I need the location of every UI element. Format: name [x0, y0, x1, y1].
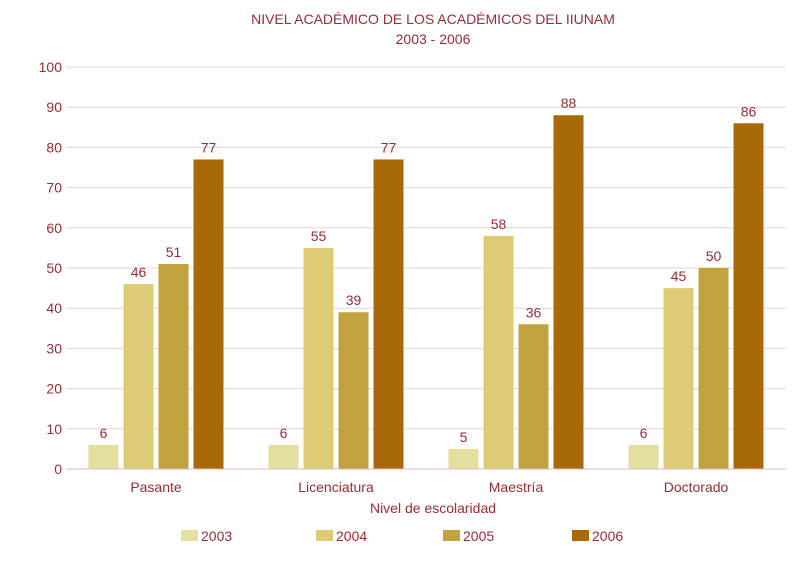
data-label: 77 [201, 139, 217, 155]
data-label: 77 [381, 139, 397, 155]
bar-doctorado-2003 [628, 444, 659, 469]
bar-licenciatura-2003 [268, 444, 299, 469]
x-category-label: Licenciatura [298, 479, 374, 495]
legend-label-2006: 2006 [592, 528, 623, 544]
y-tick-label: 0 [54, 461, 62, 477]
bar-licenciatura-2004 [303, 247, 334, 469]
y-tick-label: 60 [46, 220, 62, 236]
y-tick-label: 40 [46, 300, 62, 316]
bar-maestría-2003 [448, 448, 479, 469]
bar-doctorado-2005 [698, 268, 729, 469]
x-category-label: Maestría [489, 479, 544, 495]
bar-pasante-2003 [88, 444, 119, 469]
legend-swatch-2004 [316, 530, 333, 541]
y-tick-label: 90 [46, 99, 62, 115]
data-label: 58 [491, 216, 507, 232]
data-label: 46 [131, 264, 147, 280]
bar-licenciatura-2005 [338, 312, 369, 469]
data-label: 6 [280, 425, 288, 441]
data-labels: 6 46 51 77 6 55 39 77 5 58 36 88 6 45 50 86 [100, 95, 757, 445]
y-tick-label: 70 [46, 180, 62, 196]
bar-licenciatura-2006 [373, 159, 404, 469]
data-label: 6 [100, 425, 108, 441]
y-tick-label: 100 [39, 59, 63, 75]
legend-label-2003: 2003 [201, 528, 232, 544]
x-axis-label: Nivel de escolaridad [370, 500, 496, 516]
legend-swatch-2006 [572, 530, 589, 541]
bar-pasante-2006 [193, 159, 224, 469]
x-category-label: Pasante [130, 479, 182, 495]
y-tick-label: 20 [46, 381, 62, 397]
bar-maestría-2005 [518, 324, 549, 469]
data-label: 88 [561, 95, 577, 111]
bar-doctorado-2006 [733, 123, 764, 469]
data-label: 5 [460, 429, 468, 445]
y-tick-label: 10 [46, 421, 62, 437]
y-axis-ticks: 0 10 20 30 40 50 60 70 80 90 100 [39, 59, 63, 477]
y-tick-label: 50 [46, 260, 62, 276]
legend: 2003 2004 2005 2006 [181, 528, 623, 544]
legend-label-2005: 2005 [463, 528, 494, 544]
bar-pasante-2005 [158, 263, 189, 469]
bar-pasante-2004 [123, 284, 154, 469]
data-label: 55 [311, 228, 327, 244]
x-axis-categories: Pasante Licenciatura Maestría Doctorado [130, 479, 728, 495]
data-label: 51 [166, 244, 182, 260]
data-label: 45 [671, 268, 687, 284]
data-label: 39 [346, 292, 362, 308]
bars [88, 115, 764, 470]
legend-label-2004: 2004 [336, 528, 367, 544]
legend-swatch-2005 [443, 530, 460, 541]
bar-doctorado-2004 [663, 288, 694, 469]
bar-maestría-2004 [483, 235, 514, 469]
data-label: 36 [526, 304, 542, 320]
data-label: 6 [640, 425, 648, 441]
chart-title: NIVEL ACADÉMICO DE LOS ACADÉMICOS DEL II… [251, 11, 615, 27]
legend-swatch-2003 [181, 530, 198, 541]
y-tick-label: 80 [46, 139, 62, 155]
chart-subtitle: 2003 - 2006 [396, 31, 471, 47]
y-tick-label: 30 [46, 340, 62, 356]
bar-maestría-2006 [553, 115, 584, 470]
data-label: 86 [741, 103, 757, 119]
data-label: 50 [706, 248, 722, 264]
x-category-label: Doctorado [664, 479, 729, 495]
